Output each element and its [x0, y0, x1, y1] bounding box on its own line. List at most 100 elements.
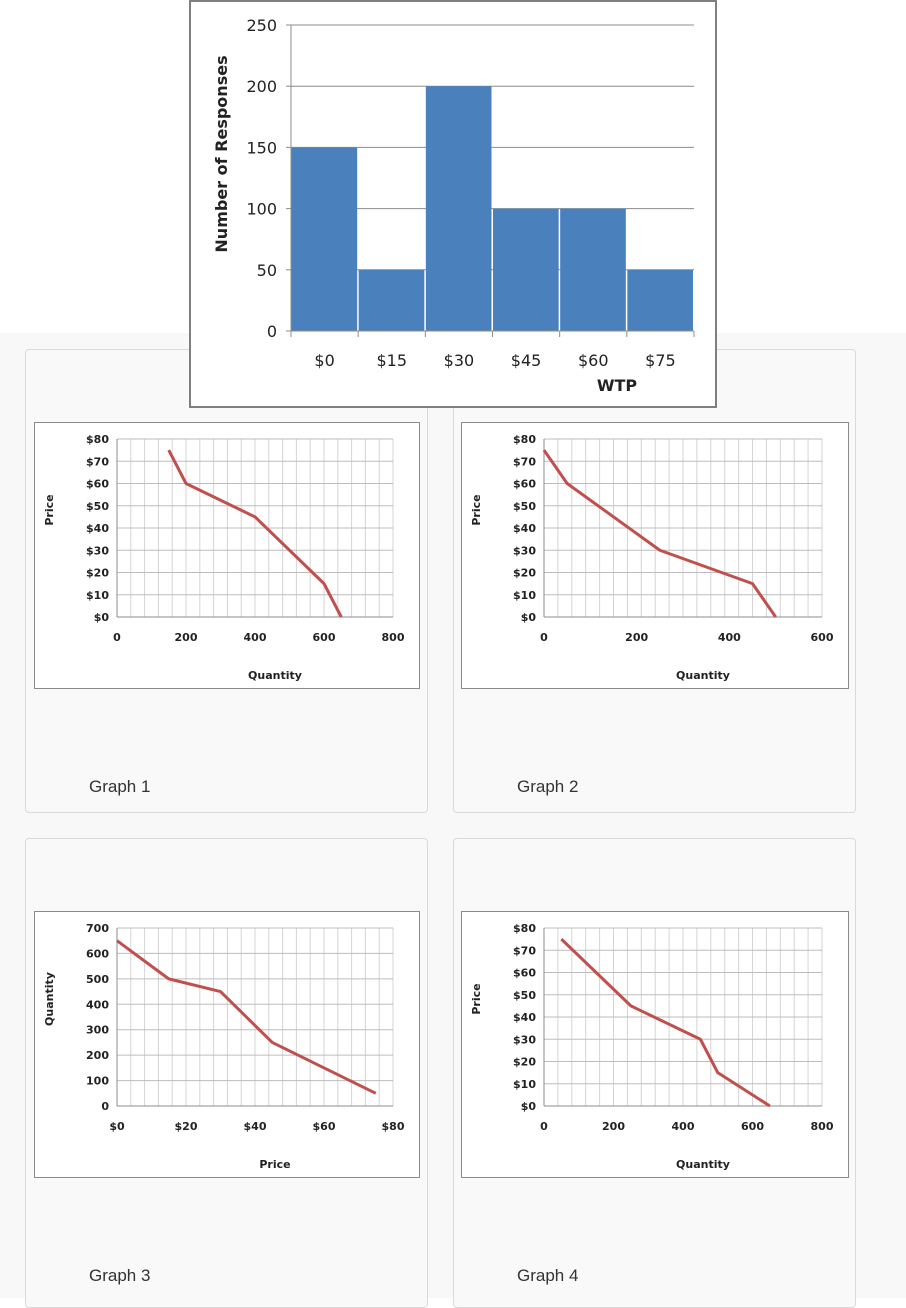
y-tick-label: $60 [513, 478, 536, 491]
x-tick-label: 200 [602, 1120, 625, 1133]
x-axis-title: Quantity [676, 669, 730, 682]
hist-bar [627, 270, 693, 331]
hist-x-tick-label: $45 [511, 351, 542, 370]
y-tick-label: 100 [86, 1075, 109, 1088]
y-axis-title: Quantity [43, 972, 56, 1026]
graph-1-chart-frame: $0 $10 $20 $30 $40 $50 $60 $70 $80 0 200 400 600 800 Q… [34, 422, 420, 689]
y-tick-label: $40 [513, 522, 536, 535]
x-axis-title: Quantity [248, 669, 302, 682]
hist-y-tick-label: 50 [257, 261, 277, 280]
y-tick-label: 0 [101, 1100, 109, 1113]
x-tick-label: 200 [625, 631, 648, 644]
x-tick-label: 600 [313, 631, 336, 644]
hist-y-tick-label: 250 [246, 16, 277, 35]
hist-x-axis-title: WTP [597, 376, 638, 395]
y-tick-label: 400 [86, 998, 109, 1011]
hist-y-tick-label: 150 [246, 138, 277, 157]
y-tick-label: $70 [513, 944, 536, 957]
hist-bar [560, 209, 626, 331]
y-tick-label: 300 [86, 1024, 109, 1037]
demand-curve-line [117, 941, 376, 1094]
y-axis-title: Price [470, 983, 483, 1014]
y-tick-label: $80 [513, 433, 536, 446]
hist-y-tick-label: 200 [246, 77, 277, 96]
graph-3-chart: 0100200300400500600700$0$20$40$60$80Pric… [35, 912, 421, 1179]
hist-y-tick-label: 100 [246, 200, 277, 219]
y-tick-label: $20 [513, 567, 536, 580]
graph-option-card-2[interactable]: $0 $10 $20 $30 $40 $50 $60 $70 $80 0 200 400 600 Quan… [453, 349, 856, 813]
graph-4-chart: $0 $10 $20 $30 $40 $50 $60 $70 $80 0 200 400 600 800 Q… [462, 912, 850, 1179]
x-tick-label: $40 [244, 1120, 267, 1133]
y-tick-label: $50 [513, 500, 536, 513]
x-tick-label: 0 [540, 631, 548, 644]
graph-2-chart-frame: $0 $10 $20 $30 $40 $50 $60 $70 $80 0 200 400 600 Quan… [461, 422, 849, 689]
y-axis-title: Price [470, 494, 483, 525]
x-tick-label: $20 [175, 1120, 198, 1133]
y-tick-label: $70 [513, 455, 536, 468]
x-tick-label: $80 [382, 1120, 405, 1133]
x-axis-title: Quantity [676, 1158, 730, 1171]
graph-3-caption: Graph 3 [89, 1266, 150, 1286]
x-tick-label: 600 [811, 631, 834, 644]
y-tick-label: $30 [513, 1033, 536, 1046]
hist-y-tick-label: 0 [267, 322, 277, 341]
graph-1-caption: Graph 1 [89, 777, 150, 797]
x-tick-label: 800 [382, 631, 405, 644]
y-tick-label: $50 [513, 989, 536, 1002]
y-tick-label: $80 [513, 922, 536, 935]
y-tick-label: $20 [513, 1056, 536, 1069]
graph-2-caption: Graph 2 [517, 777, 578, 797]
y-tick-label: $20 [86, 567, 109, 580]
x-tick-label: 400 [672, 1120, 695, 1133]
y-tick-label: $10 [513, 1078, 536, 1091]
hist-bar [426, 86, 492, 331]
x-tick-label: 400 [718, 631, 741, 644]
x-axis-title: Price [259, 1158, 290, 1171]
hist-bar [359, 270, 425, 331]
y-tick-label: $30 [86, 544, 109, 557]
x-tick-label: 600 [741, 1120, 764, 1133]
graph-4-caption: Graph 4 [517, 1266, 578, 1286]
hist-x-tick-label: $30 [444, 351, 475, 370]
graph-4-chart-frame: $0 $10 $20 $30 $40 $50 $60 $70 $80 0 200 400 600 800 Q… [461, 911, 849, 1178]
y-tick-label: $40 [513, 1011, 536, 1024]
graph-1-chart: $0 $10 $20 $30 $40 $50 $60 $70 $80 0 200 400 600 800 Q… [35, 423, 421, 690]
y-tick-label: 600 [86, 947, 109, 960]
x-tick-label: 800 [811, 1120, 834, 1133]
y-tick-label: $50 [86, 500, 109, 513]
graph-option-card-4[interactable]: $0 $10 $20 $30 $40 $50 $60 $70 $80 0 200 400 600 800 Q… [453, 838, 856, 1308]
y-tick-label: $10 [86, 589, 109, 602]
hist-x-tick-label: $60 [578, 351, 609, 370]
y-tick-label: 700 [86, 922, 109, 935]
wtp-histogram: 050100150200250$0$15$30$45$60$75WTPNumbe… [191, 2, 715, 406]
hist-bar [292, 147, 358, 331]
y-tick-label: $0 [521, 1100, 537, 1113]
y-tick-label: $10 [513, 589, 536, 602]
x-tick-label: $0 [109, 1120, 125, 1133]
graph-2-chart: $0 $10 $20 $30 $40 $50 $60 $70 $80 0 200 400 600 Quan… [462, 423, 850, 690]
y-tick-label: $70 [86, 455, 109, 468]
x-tick-label: 0 [540, 1120, 548, 1133]
y-tick-label: 500 [86, 973, 109, 986]
x-tick-label: 200 [175, 631, 198, 644]
y-axis-title: Price [43, 494, 56, 525]
demand-curve-line [544, 450, 776, 617]
y-tick-label: $60 [513, 967, 536, 980]
x-tick-label: 400 [244, 631, 267, 644]
y-tick-label: $30 [513, 544, 536, 557]
x-tick-label: 0 [113, 631, 121, 644]
x-tick-label: $60 [313, 1120, 336, 1133]
y-tick-label: $80 [86, 433, 109, 446]
hist-x-tick-label: $75 [645, 351, 676, 370]
hist-x-tick-label: $0 [314, 351, 334, 370]
hist-x-tick-label: $15 [376, 351, 407, 370]
y-tick-label: $60 [86, 478, 109, 491]
y-tick-label: $40 [86, 522, 109, 535]
y-tick-label: $0 [94, 611, 110, 624]
graph-option-card-1[interactable]: $0 $10 $20 $30 $40 $50 $60 $70 $80 0 200 400 600 800 Q… [25, 349, 428, 813]
hist-bar [493, 209, 559, 331]
y-tick-label: $0 [521, 611, 537, 624]
